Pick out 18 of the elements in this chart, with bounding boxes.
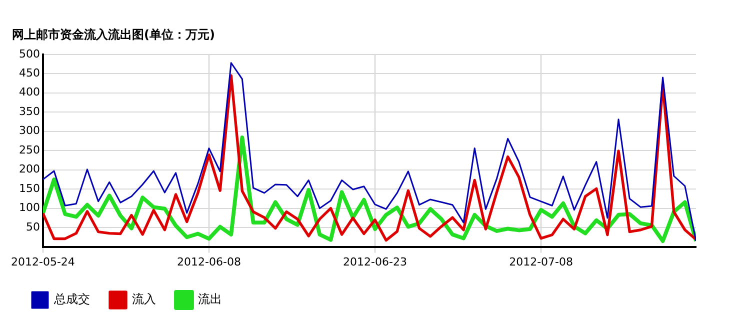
x-tick-label: 2012-05-24 (10, 255, 75, 268)
y-tick-label: 250 (18, 143, 40, 156)
legend-label: 流出 (198, 292, 222, 306)
legend-label: 总成交 (53, 292, 90, 306)
y-tick-label: 150 (18, 182, 40, 195)
chart-title: 网上邮市资金流入流出图(单位：万元) (12, 27, 215, 42)
y-tick-label: 100 (18, 201, 40, 214)
y-tick-label: 50 (26, 220, 40, 234)
y-tick-label: 450 (18, 66, 40, 80)
legend-label: 流入 (132, 292, 156, 306)
x-tick-label: 2012-06-08 (177, 255, 241, 268)
x-tick-label: 2012-07-08 (509, 255, 574, 268)
y-tick-label: 500 (18, 47, 40, 60)
y-tick-label: 400 (18, 86, 40, 99)
y-tick-label: 200 (18, 162, 40, 176)
y-tick-label: 350 (18, 104, 40, 118)
y-tick-label: 300 (18, 124, 40, 138)
x-tick-label: 2012-06-23 (343, 255, 407, 268)
